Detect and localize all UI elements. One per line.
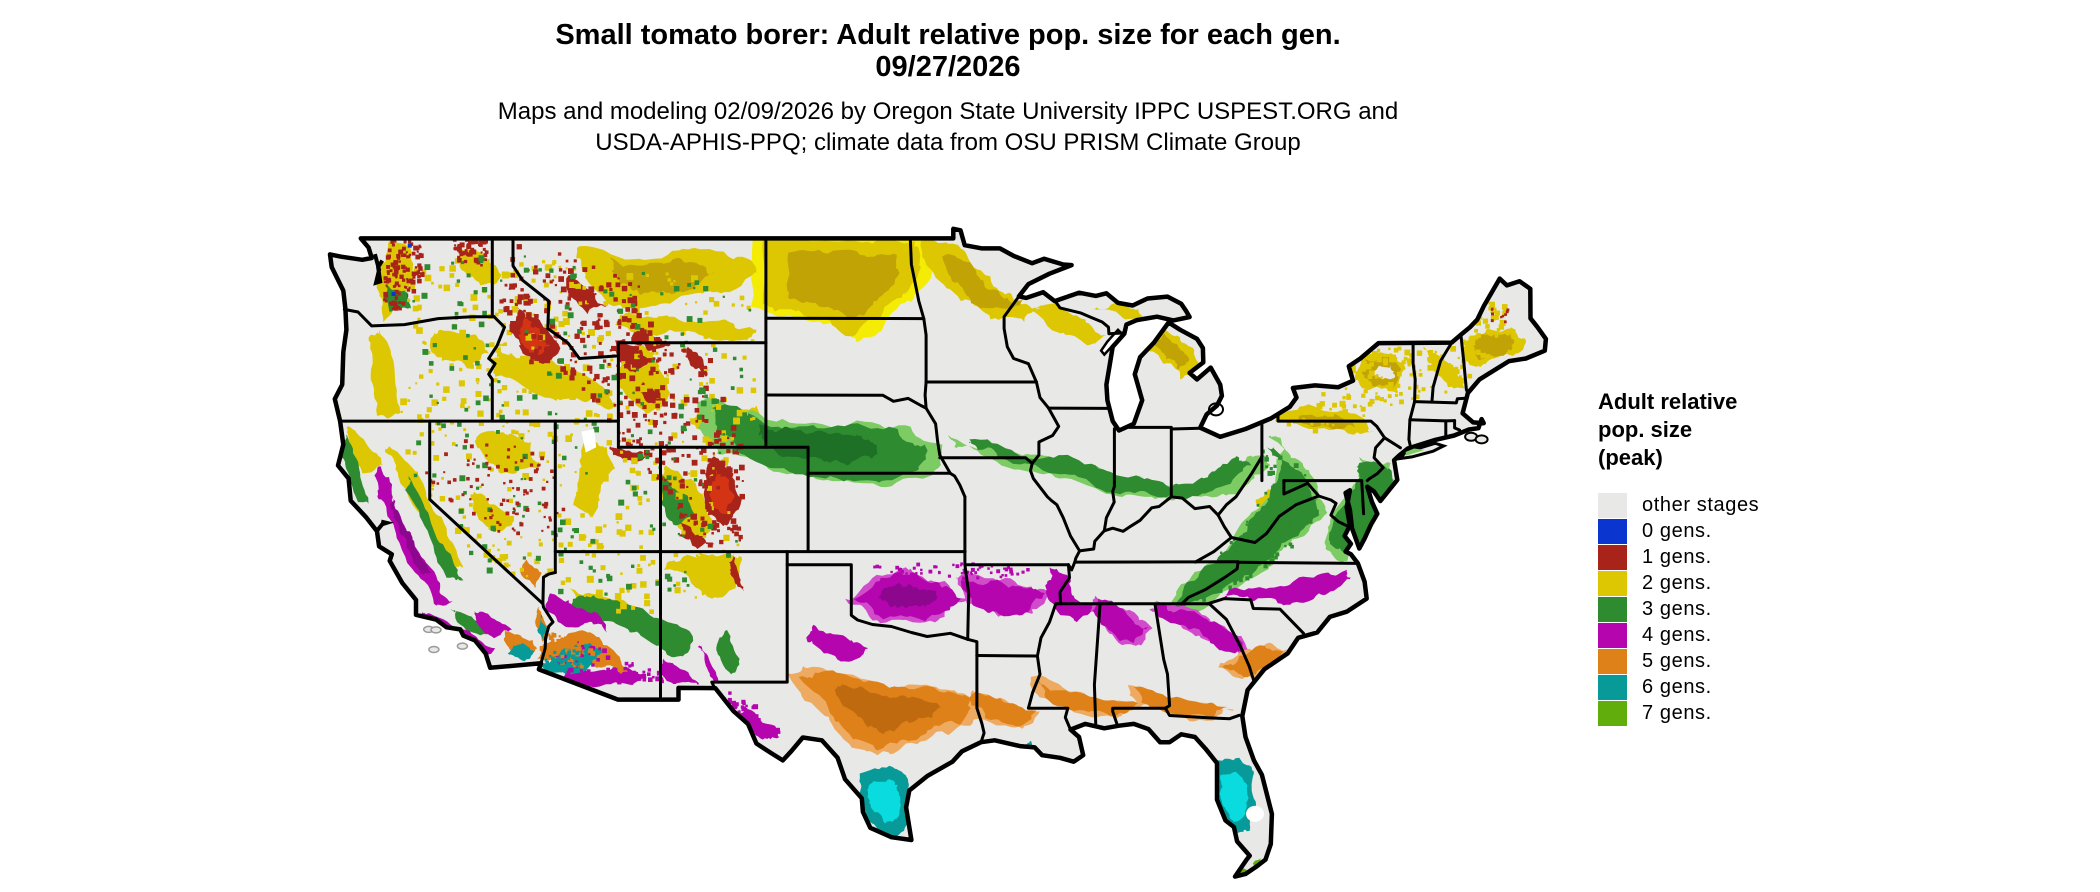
- legend-swatch: [1598, 648, 1627, 674]
- legend-title-line: Adult relative: [1598, 389, 1738, 414]
- legend-item: 6 gens.: [1598, 674, 1918, 700]
- legend-item-label: 7 gens.: [1642, 701, 1712, 724]
- legend-items: other stages 0 gens. 1 gens. 2 gens. 3 gens.…: [1598, 492, 1918, 726]
- page-title-date: 09/27/2026: [875, 51, 1021, 83]
- legend-item-label: 2 gens.: [1642, 571, 1712, 594]
- legend-item-label: other stages: [1642, 493, 1760, 516]
- legend-item: 1 gens.: [1598, 544, 1918, 570]
- header: Small tomato borer: Adult relative pop. …: [0, 0, 1896, 158]
- legend-item-label: 4 gens.: [1642, 623, 1712, 646]
- legend-item: 0 gens.: [1598, 518, 1918, 544]
- legend-swatch: [1598, 700, 1627, 726]
- legend-item-label: 5 gens.: [1642, 649, 1712, 672]
- state-borders: [338, 236, 1470, 744]
- legend-title-line: (peak): [1598, 445, 1663, 470]
- legend-swatch: [1598, 492, 1627, 518]
- generation-color-layer: [340, 231, 1526, 877]
- legend-title: Adult relative pop. size (peak): [1598, 388, 1918, 472]
- legend-swatch: [1598, 518, 1627, 544]
- legend: Adult relative pop. size (peak) other st…: [1598, 388, 1918, 726]
- subtitle-line-2: USDA-APHIS-PPQ; climate data from OSU PR…: [595, 129, 1301, 156]
- legend-item-label: 0 gens.: [1642, 519, 1712, 542]
- legend-swatch: [1598, 596, 1627, 622]
- us-outline: [327, 226, 1549, 879]
- legend-item-label: 3 gens.: [1642, 597, 1712, 620]
- legend-item-label: 6 gens.: [1642, 675, 1712, 698]
- page-title: Small tomato borer: Adult relative pop. …: [555, 19, 1341, 51]
- legend-item-label: 1 gens.: [1642, 545, 1712, 568]
- legend-swatch: [1598, 570, 1627, 596]
- legend-item: other stages: [1598, 492, 1918, 518]
- legend-item: 4 gens.: [1598, 622, 1918, 648]
- legend-item: 7 gens.: [1598, 700, 1918, 726]
- subtitle-line-1: Maps and modeling 02/09/2026 by Oregon S…: [497, 98, 1399, 125]
- legend-title-line: pop. size: [1598, 417, 1693, 442]
- legend-item: 5 gens.: [1598, 648, 1918, 674]
- legend-swatch: [1598, 622, 1627, 648]
- legend-item: 2 gens.: [1598, 570, 1918, 596]
- legend-swatch: [1598, 544, 1627, 570]
- legend-swatch: [1598, 674, 1627, 700]
- legend-item: 3 gens.: [1598, 596, 1918, 622]
